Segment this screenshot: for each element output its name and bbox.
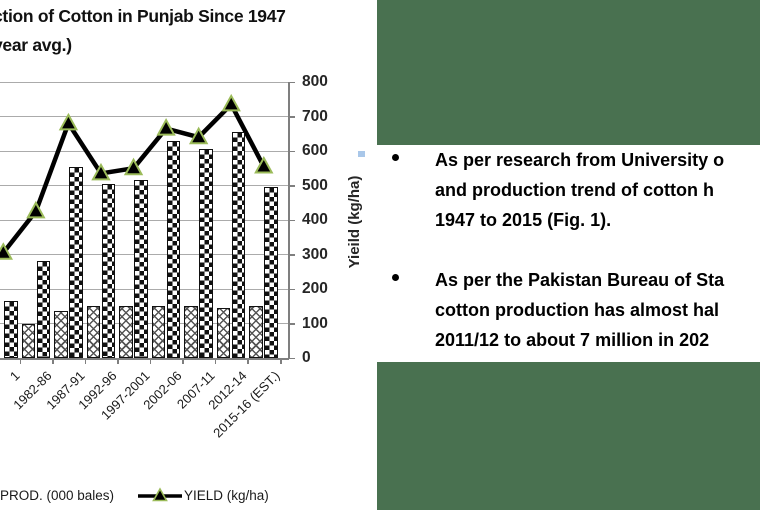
chart-plot-area [0, 81, 288, 358]
legend-label-prod: PROD. (000 bales) [0, 488, 115, 503]
x-axis-ticks [0, 359, 288, 365]
chart-legend: PROD. (000 bales) YIELD (kg/ha) [0, 487, 370, 507]
y-axis-ticks: 800 700 600 500 400 300 200 100 0 [288, 73, 360, 366]
area-bar [119, 306, 133, 358]
x-tick-mark [182, 359, 184, 364]
y-tick-label: 300 [302, 245, 328, 263]
bullet2-line2: cotton production has almost hal [435, 300, 720, 320]
prod-bar [231, 132, 246, 358]
bullet2-line3: 2011/12 to about 7 million in 202 [435, 330, 710, 350]
yield-marker-icon [221, 93, 241, 112]
y-tick-label: 600 [302, 142, 328, 159]
area-bar [249, 306, 263, 358]
x-axis-labels: 1 1982-86 1987-91 1992-96 1997-2001 2002-06 20… [0, 364, 288, 464]
yield-line-series [0, 93, 274, 260]
prod-bar [264, 187, 278, 358]
y-tick-mark [288, 254, 295, 256]
y-tick-label: 0 [302, 349, 311, 366]
yield-marker-icon [156, 118, 176, 136]
yield-marker-icon [26, 200, 46, 219]
yield-marker-icon [188, 126, 209, 145]
gridline [0, 116, 288, 117]
x-tick-mark [149, 359, 152, 364]
bullet1-line1: As per research from University o [435, 150, 725, 170]
blue-mark-artifact [358, 151, 365, 157]
chart-title-line2: year avg.) [0, 35, 72, 55]
yield-marker-icon [123, 157, 144, 176]
notes-text-band: As per research from University o and pr… [377, 145, 760, 362]
area-bar [21, 323, 36, 358]
y-tick-label: 700 [302, 107, 328, 125]
prod-bar [166, 140, 181, 358]
bullet2-line1: As per the Pakistan Bureau of Sta [435, 270, 725, 290]
y-axis-title: Yieild (kg/ha) [346, 175, 363, 269]
prod-bar [101, 183, 116, 358]
prod-bar [199, 149, 213, 358]
x-tick-label: 1 [6, 368, 23, 384]
y-tick-label: 100 [302, 314, 328, 332]
x-tick-mark [280, 359, 282, 364]
gridline [0, 150, 288, 152]
area-bar [54, 311, 68, 358]
y-tick-label: 800 [302, 73, 328, 90]
legend-label-yield: YIELD (kg/ha) [184, 488, 269, 503]
y-tick-mark [288, 150, 295, 152]
y-tick-mark [288, 116, 295, 118]
yield-marker-icon [91, 162, 111, 181]
x-axis-line [0, 358, 289, 360]
yield-line-swatch-icon [138, 487, 182, 502]
bullet-dot [392, 154, 399, 161]
x-tick-mark [84, 359, 87, 364]
prod-bar [134, 180, 148, 358]
prod-bar [69, 166, 83, 358]
bullet1-line2: and production trend of cotton h [435, 180, 714, 200]
y-tick-mark [288, 81, 295, 83]
prod-bar [4, 301, 18, 358]
yield-marker-icon [58, 112, 79, 131]
x-tick-mark [52, 359, 54, 364]
y-tick-mark [288, 323, 295, 325]
y-tick-label: 200 [302, 280, 328, 297]
x-tick-mark [247, 359, 249, 364]
x-tick-mark [214, 359, 217, 364]
bullet-dot [392, 274, 399, 281]
prod-bar [36, 261, 51, 358]
area-bar [184, 306, 198, 358]
y-tick-mark [288, 185, 295, 187]
y-tick-mark [288, 357, 295, 359]
x-tick-mark [117, 359, 119, 364]
area-bar [151, 306, 166, 358]
chart-title-line1: ction of Cotton in Punjab Since 1947 [0, 6, 286, 26]
y-tick-mark [288, 219, 295, 221]
x-tick-mark [19, 359, 22, 364]
yield-marker-icon [254, 155, 274, 174]
y-tick-label: 400 [302, 211, 328, 228]
area-bar [216, 307, 231, 358]
bullet1-line3: 1947 to 2015 (Fig. 1). [435, 210, 612, 230]
area-bar [86, 306, 101, 358]
y-tick-mark [288, 288, 295, 290]
y-tick-label: 500 [302, 176, 328, 194]
yield-marker-icon [0, 242, 13, 260]
gridline [0, 81, 288, 83]
